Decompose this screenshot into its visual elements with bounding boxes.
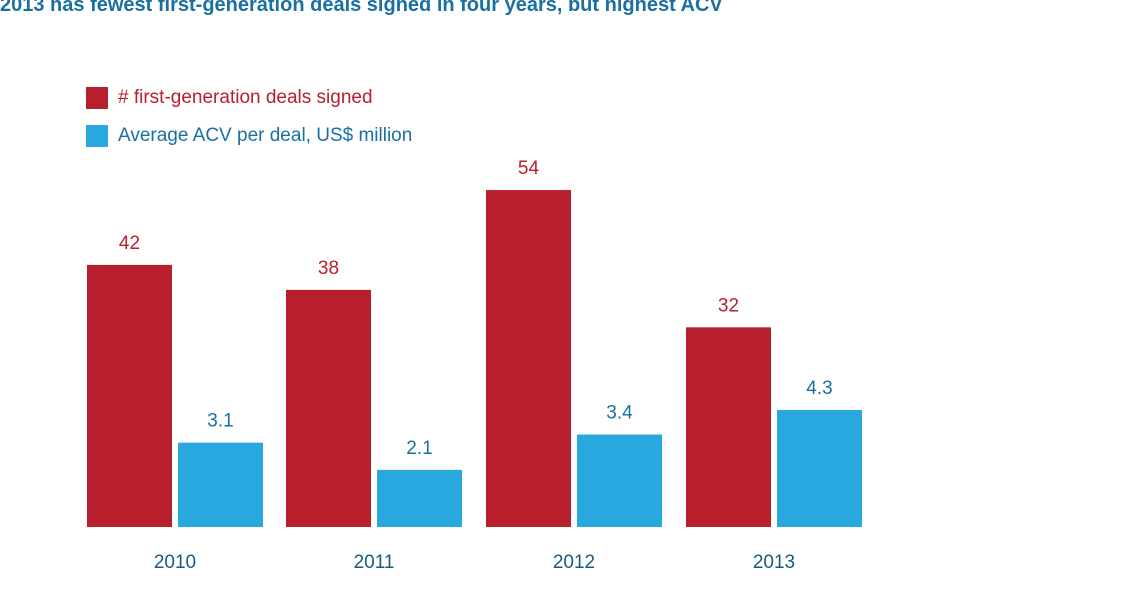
chart-title: 2013 has fewest first-generation deals s… bbox=[0, 0, 723, 16]
x-tick-label-2013: 2013 bbox=[753, 552, 795, 573]
legend-item-deals: # first-generation deals signed bbox=[86, 84, 412, 112]
data-label-acv-2011: 2.1 bbox=[406, 438, 432, 459]
legend-item-acv: Average ACV per deal, US$ million bbox=[86, 122, 412, 150]
x-tick-label-2010: 2010 bbox=[154, 552, 196, 573]
bar-deals-2011 bbox=[286, 289, 371, 527]
bar-deals-2013 bbox=[686, 327, 771, 527]
data-label-deals-2013: 32 bbox=[718, 295, 739, 316]
legend-label-deals: # first-generation deals signed bbox=[118, 87, 373, 108]
data-label-deals-2012: 54 bbox=[518, 158, 540, 179]
x-tick-label-2012: 2012 bbox=[553, 552, 595, 573]
x-tick-label-2011: 2011 bbox=[354, 552, 395, 573]
data-label-acv-2013: 4.3 bbox=[806, 378, 832, 399]
bar-acv-2010 bbox=[178, 442, 263, 527]
bar-acv-2012 bbox=[577, 434, 662, 527]
bar-deals-2012 bbox=[486, 190, 571, 528]
bar-acv-2011 bbox=[377, 469, 462, 527]
data-label-deals-2010: 42 bbox=[119, 233, 140, 254]
data-label-acv-2012: 3.4 bbox=[606, 403, 633, 424]
legend-swatch-acv bbox=[86, 125, 108, 147]
bar-acv-2013 bbox=[777, 410, 862, 527]
bar-deals-2010 bbox=[87, 264, 172, 527]
legend-swatch-deals bbox=[86, 87, 108, 109]
chart-legend: # first-generation deals signed Average … bbox=[86, 84, 412, 160]
legend-label-acv: Average ACV per deal, US$ million bbox=[118, 125, 413, 146]
data-label-acv-2010: 3.1 bbox=[207, 411, 233, 432]
data-label-deals-2011: 38 bbox=[318, 258, 339, 279]
